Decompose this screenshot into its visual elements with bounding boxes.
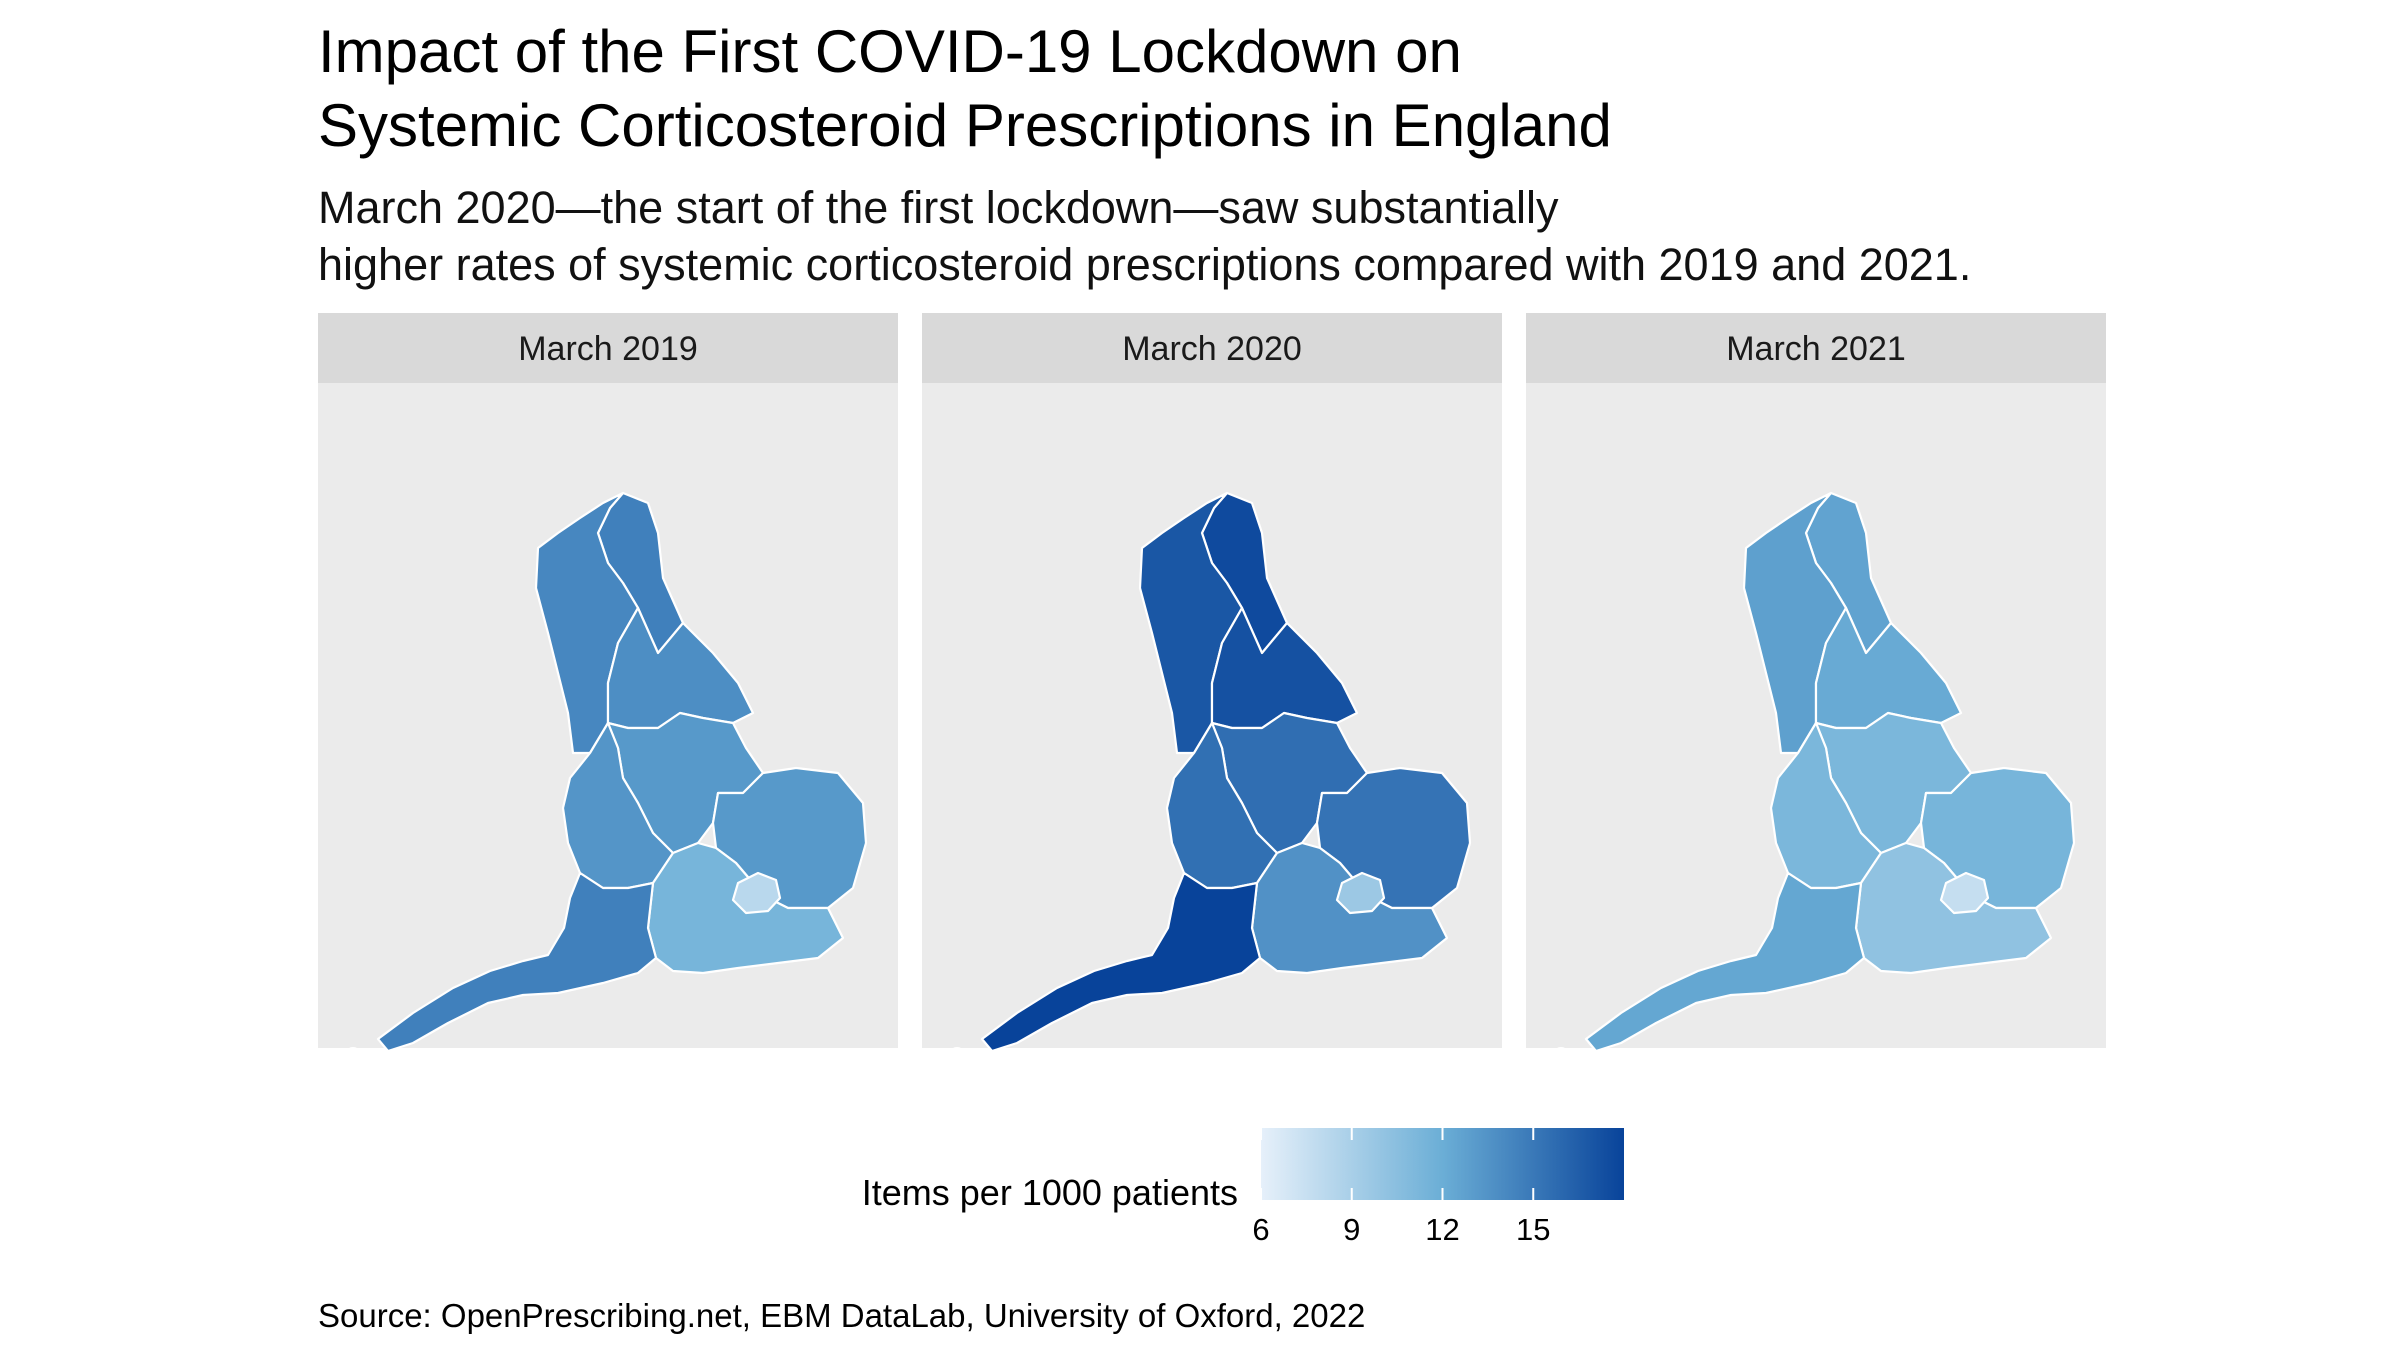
region-north-west [534, 491, 640, 755]
source-caption: Source: OpenPrescribing.net, EBM DataLab… [318, 1297, 1365, 1334]
legend-title: Items per 1000 patients [862, 1172, 1238, 1213]
region-south-west [376, 871, 658, 1053]
isles-of-scilly [951, 1047, 963, 1055]
isles-of-scilly [347, 1047, 359, 1055]
region-london [731, 871, 782, 915]
facet-strip [318, 313, 898, 383]
region-south-west [980, 871, 1262, 1053]
england-map [1555, 491, 2076, 1055]
facet-panels: March 2019 March 2020 March 2021 [318, 313, 2106, 1055]
facet-strip-label: March 2021 [1726, 330, 1906, 368]
legend-tick-label: 15 [1516, 1212, 1550, 1247]
legend-tick-label: 12 [1425, 1212, 1459, 1247]
england-map [951, 491, 1472, 1055]
facet-panel: March 2019 [318, 313, 898, 1055]
chart-subtitle-line1: March 2020—the start of the first lockdo… [318, 182, 1559, 233]
color-legend: Items per 1000 patients 6 9 12 15 [862, 1128, 1624, 1247]
region-north-west [1138, 491, 1244, 755]
legend-tick-label: 6 [1252, 1212, 1269, 1247]
isles-of-scilly [1555, 1047, 1567, 1055]
region-london [1335, 871, 1386, 915]
facet-strip [1526, 313, 2106, 383]
facet-strip [922, 313, 1502, 383]
region-london [1939, 871, 1990, 915]
chart-subtitle-line2: higher rates of systemic corticosteroid … [318, 239, 1971, 290]
facet-panel: March 2020 [922, 313, 1502, 1055]
chart-title-line2: Systemic Corticosteroid Prescriptions in… [318, 92, 1612, 159]
region-north-west [1742, 491, 1848, 755]
england-map [347, 491, 868, 1055]
chart-title-line1: Impact of the First COVID-19 Lockdown on [318, 18, 1462, 85]
legend-tick-label: 9 [1343, 1212, 1360, 1247]
facet-strip-label: March 2019 [518, 330, 698, 368]
region-south-west [1584, 871, 1866, 1053]
facet-panel: March 2021 [1526, 313, 2106, 1055]
facet-strip-label: March 2020 [1122, 330, 1302, 368]
